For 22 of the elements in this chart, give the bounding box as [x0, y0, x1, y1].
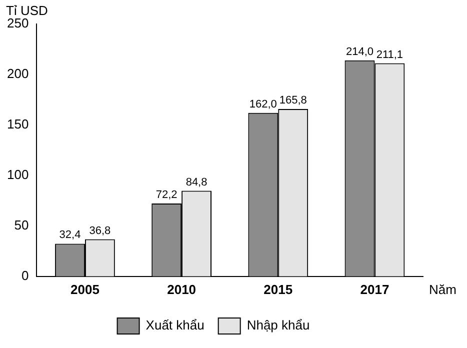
data-label: 162,0 [249, 98, 277, 110]
data-label: 211,1 [376, 48, 404, 61]
x-tick-label: 2017 [360, 282, 390, 297]
y-axis-title: Tỉ USD [6, 3, 48, 18]
y-tick-label: 50 [14, 218, 29, 232]
data-label: 214,0 [346, 46, 374, 58]
data-label: 36,8 [89, 224, 111, 237]
data-label: 72,2 [156, 189, 178, 202]
y-tick-label: 250 [6, 16, 29, 31]
data-label: 165,8 [279, 94, 307, 107]
x-axis-title: Năm [429, 282, 456, 297]
y-tick-label: 150 [6, 116, 29, 132]
x-tick-label: 2005 [70, 282, 100, 297]
data-label: 84,8 [186, 176, 208, 188]
legend-label: Nhập khẩu [246, 318, 310, 333]
y-tick-label: 100 [6, 167, 29, 182]
y-tick-label: 200 [6, 66, 29, 82]
legend-label: Xuất khẩu [146, 318, 204, 333]
y-tick-label: 0 [21, 268, 29, 283]
data-label: 32,4 [59, 229, 81, 242]
x-tick-label: 2015 [264, 282, 293, 297]
x-tick-label: 2010 [167, 282, 196, 297]
